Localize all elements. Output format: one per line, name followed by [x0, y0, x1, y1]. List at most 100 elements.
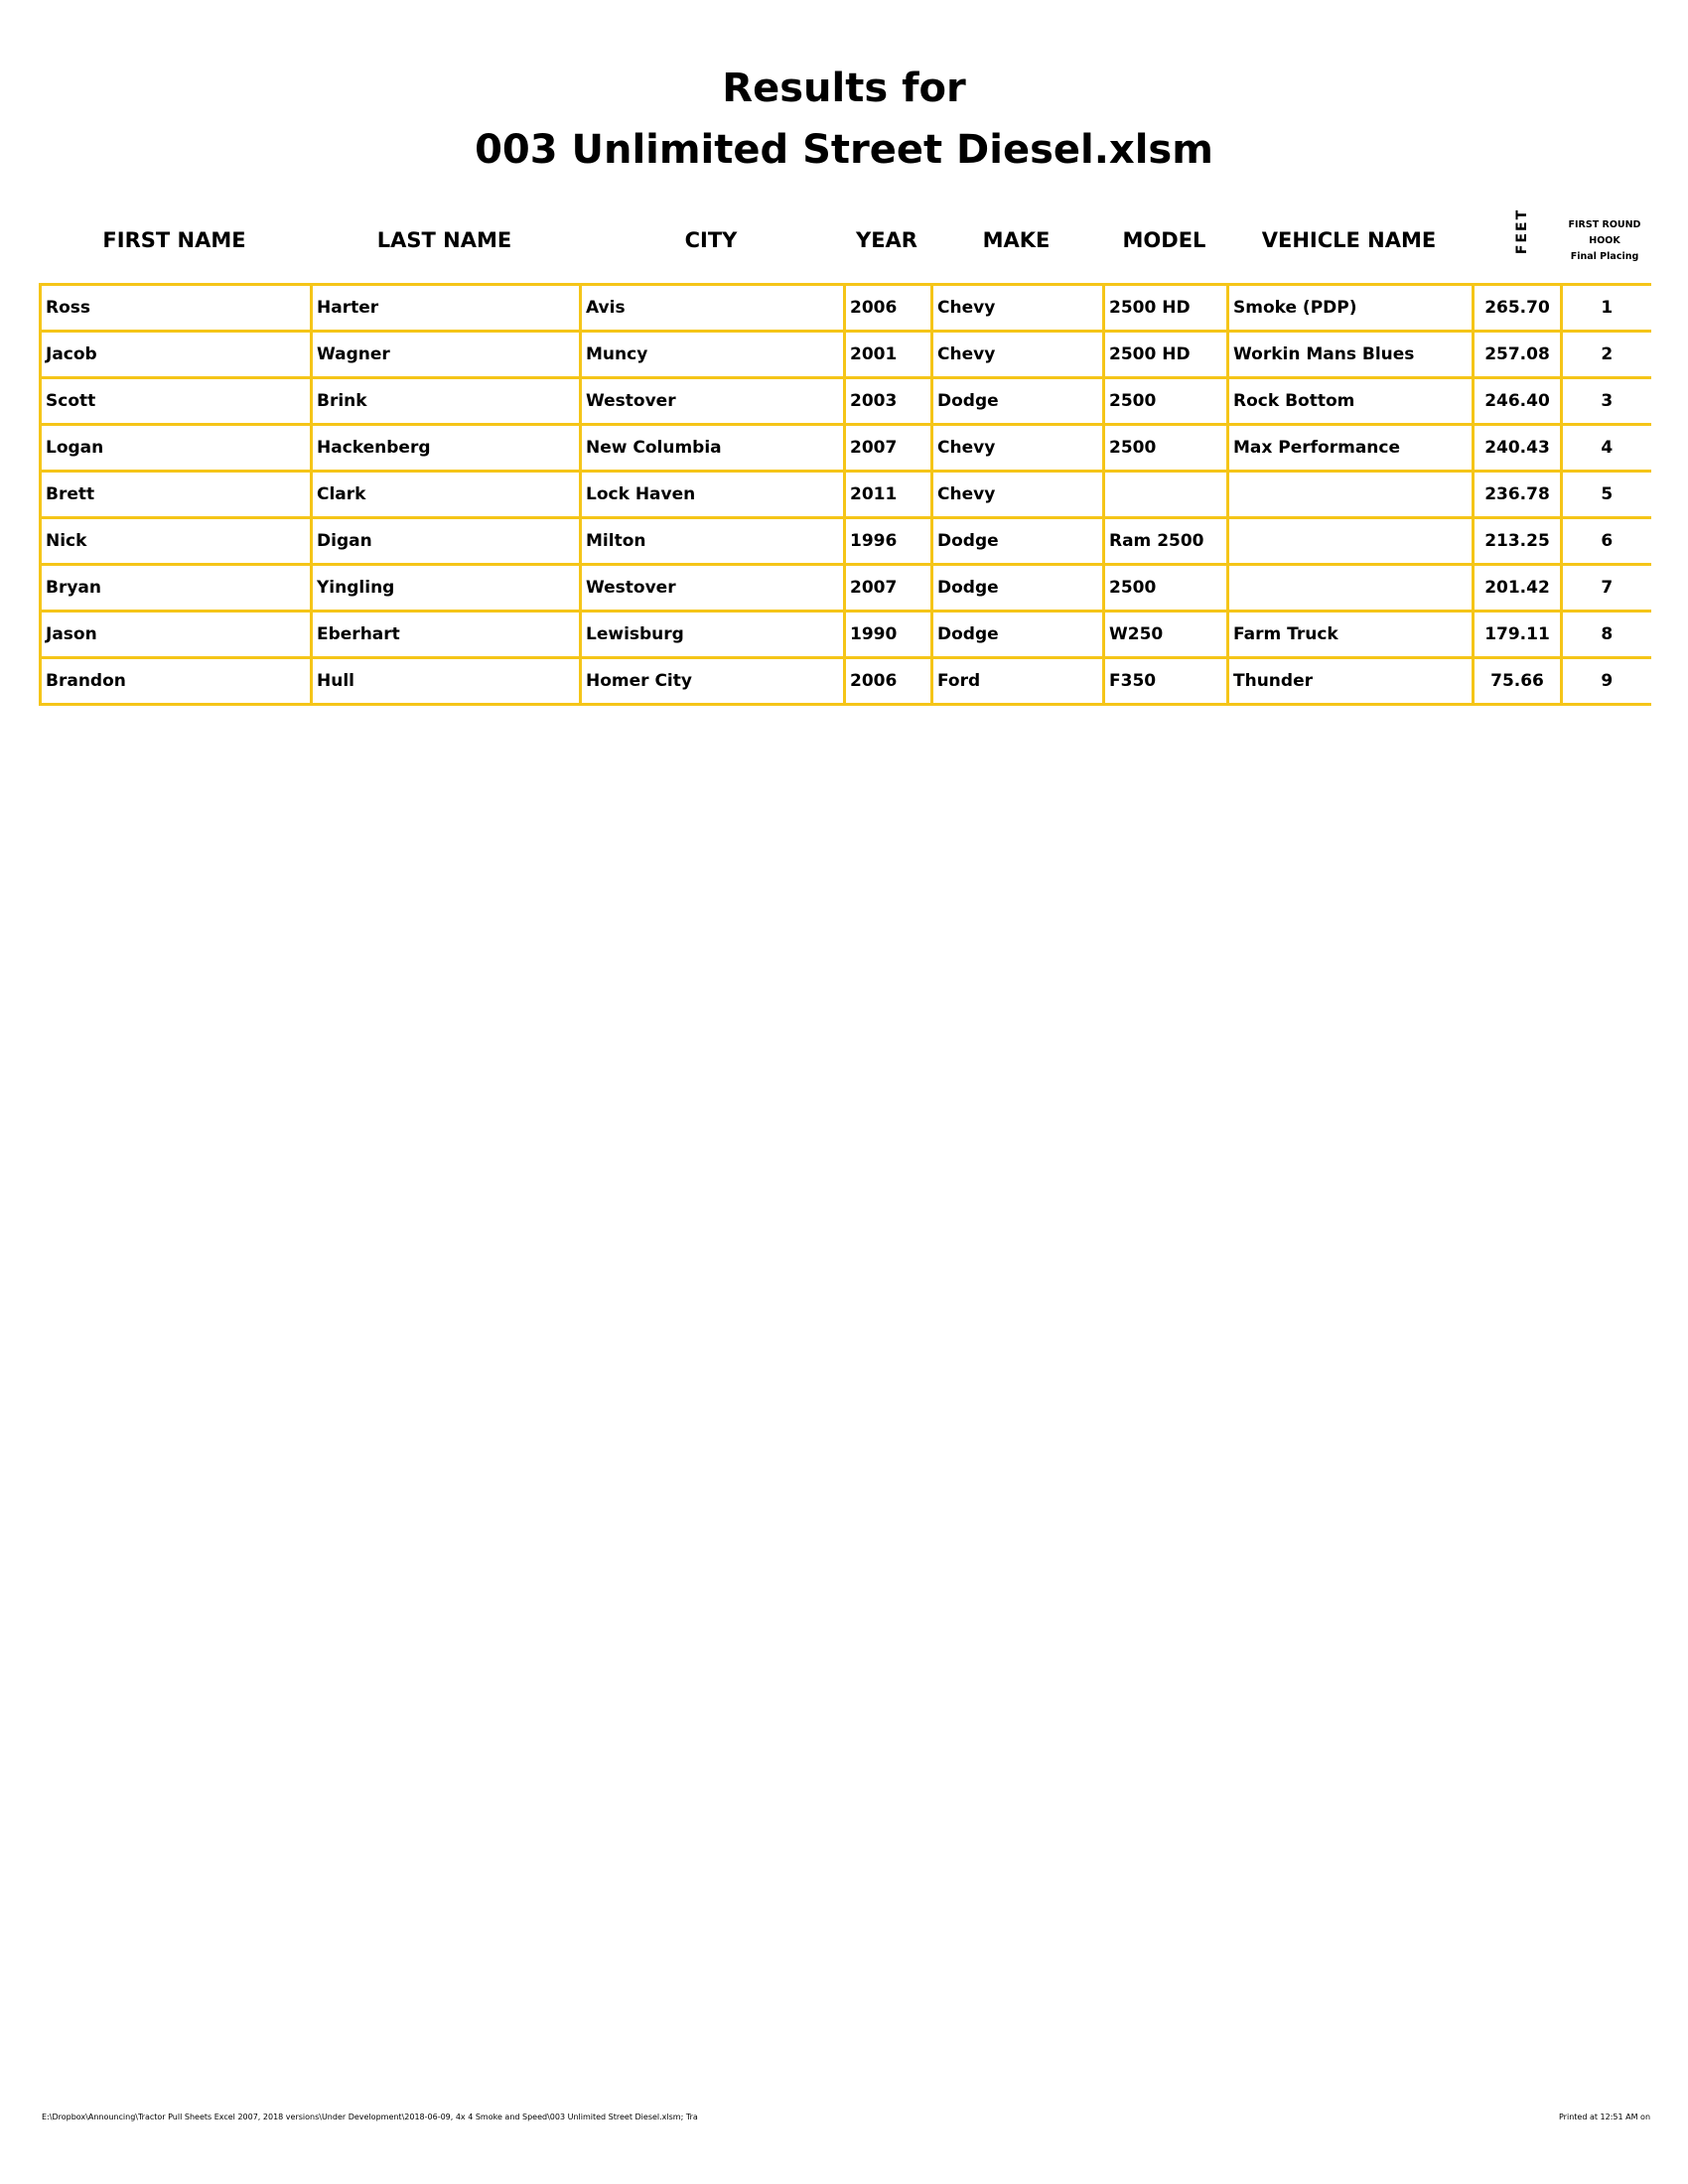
cell-vehicle-name: Smoke (PDP)	[1226, 283, 1475, 333]
cell-first-name: Logan	[39, 423, 313, 473]
cell-vehicle-name	[1226, 470, 1475, 519]
cell-vehicle-name: Workin Mans Blues	[1226, 330, 1475, 379]
cell-city: Avis	[579, 283, 846, 333]
cell-city: Homer City	[579, 656, 846, 706]
cell-make: Chevy	[930, 283, 1105, 333]
cell-make: Chevy	[930, 470, 1105, 519]
table-row: Ross Harter Avis 2006 Chevy 2500 HD Smoke (PDP…	[39, 283, 1651, 333]
table-row: Jason Eberhart Lewisburg 1990 Dodge W250 Farm …	[39, 610, 1651, 659]
header-hook: FIRST ROUND HOOK Final Placing	[1560, 217, 1649, 265]
cell-last-name: Harter	[310, 283, 582, 333]
cell-model: 2500 HD	[1102, 330, 1229, 379]
cell-city: Westover	[579, 376, 846, 426]
cell-year: 2006	[843, 656, 933, 706]
cell-last-name: Hackenberg	[310, 423, 582, 473]
cell-placing: 7	[1560, 563, 1651, 613]
cell-year: 2011	[843, 470, 933, 519]
cell-last-name: Digan	[310, 516, 582, 566]
cell-make: Dodge	[930, 376, 1105, 426]
footer-printed: Printed at 12:51 AM on	[1559, 2113, 1651, 2121]
cell-vehicle-name: Rock Bottom	[1226, 376, 1475, 426]
cell-placing: 3	[1560, 376, 1651, 426]
cell-feet: 246.40	[1472, 376, 1563, 426]
cell-first-name: Brandon	[39, 656, 313, 706]
cell-last-name: Yingling	[310, 563, 582, 613]
table-row: Jacob Wagner Muncy 2001 Chevy 2500 HD Workin M…	[39, 330, 1651, 379]
cell-feet: 240.43	[1472, 423, 1563, 473]
cell-make: Chevy	[930, 330, 1105, 379]
cell-model: 2500	[1102, 563, 1229, 613]
cell-model	[1102, 470, 1229, 519]
table-row: Logan Hackenberg New Columbia 2007 Chevy 2500…	[39, 423, 1651, 473]
cell-feet: 213.25	[1472, 516, 1563, 566]
cell-city: Westover	[579, 563, 846, 613]
cell-placing: 6	[1560, 516, 1651, 566]
cell-feet: 257.08	[1472, 330, 1563, 379]
header-feet: FEET	[1514, 207, 1530, 255]
cell-city: Muncy	[579, 330, 846, 379]
header-year: YEAR	[856, 228, 917, 252]
cell-first-name: Brett	[39, 470, 313, 519]
cell-first-name: Jason	[39, 610, 313, 659]
cell-last-name: Brink	[310, 376, 582, 426]
table-row: Bryan Yingling Westover 2007 Dodge 2500 201.42…	[39, 563, 1651, 613]
cell-first-name: Scott	[39, 376, 313, 426]
table-row: Scott Brink Westover 2003 Dodge 2500 Rock Bott…	[39, 376, 1651, 426]
cell-last-name: Clark	[310, 470, 582, 519]
cell-model: F350	[1102, 656, 1229, 706]
title-line1: Results for	[722, 66, 966, 111]
cell-model: 2500	[1102, 376, 1229, 426]
cell-first-name: Jacob	[39, 330, 313, 379]
results-table: Ross Harter Avis 2006 Chevy 2500 HD Smoke (PDP…	[39, 283, 1651, 706]
hook-line3: Final Placing	[1570, 251, 1639, 262]
cell-placing: 1	[1560, 283, 1651, 333]
cell-vehicle-name: Thunder	[1226, 656, 1475, 706]
header-last-name: LAST NAME	[376, 228, 512, 252]
cell-year: 2007	[843, 563, 933, 613]
cell-year: 1996	[843, 516, 933, 566]
cell-placing: 2	[1560, 330, 1651, 379]
cell-feet: 75.66	[1472, 656, 1563, 706]
cell-feet: 265.70	[1472, 283, 1563, 333]
cell-year: 1990	[843, 610, 933, 659]
cell-year: 2003	[843, 376, 933, 426]
cell-model: Ram 2500	[1102, 516, 1229, 566]
cell-make: Dodge	[930, 610, 1105, 659]
cell-make: Ford	[930, 656, 1105, 706]
cell-first-name: Bryan	[39, 563, 313, 613]
cell-vehicle-name	[1226, 563, 1475, 613]
cell-placing: 5	[1560, 470, 1651, 519]
cell-city: Lewisburg	[579, 610, 846, 659]
footer-file-path: E:\Dropbox\Announcing\Tractor Pull Sheet…	[42, 2113, 698, 2121]
header-model: MODEL	[1122, 228, 1206, 252]
header-make: MAKE	[982, 228, 1051, 252]
cell-feet: 236.78	[1472, 470, 1563, 519]
cell-first-name: Nick	[39, 516, 313, 566]
cell-city: Lock Haven	[579, 470, 846, 519]
cell-make: Dodge	[930, 516, 1105, 566]
cell-vehicle-name: Max Performance	[1226, 423, 1475, 473]
table-row: Brandon Hull Homer City 2006 Ford F350 Thunder…	[39, 656, 1651, 706]
cell-placing: 9	[1560, 656, 1651, 706]
cell-feet: 201.42	[1472, 563, 1563, 613]
header-vehicle-name: VEHICLE NAME	[1261, 228, 1437, 252]
cell-placing: 8	[1560, 610, 1651, 659]
cell-model: 2500	[1102, 423, 1229, 473]
cell-model: W250	[1102, 610, 1229, 659]
hook-line2: HOOK	[1589, 235, 1620, 246]
cell-year: 2007	[843, 423, 933, 473]
header-city: CITY	[684, 228, 738, 252]
cell-city: Milton	[579, 516, 846, 566]
cell-vehicle-name	[1226, 516, 1475, 566]
cell-placing: 4	[1560, 423, 1651, 473]
cell-vehicle-name: Farm Truck	[1226, 610, 1475, 659]
table-row: Nick Digan Milton 1996 Dodge Ram 2500 213.25 6	[39, 516, 1651, 566]
cell-last-name: Hull	[310, 656, 582, 706]
cell-first-name: Ross	[39, 283, 313, 333]
cell-year: 2006	[843, 283, 933, 333]
cell-make: Chevy	[930, 423, 1105, 473]
cell-feet: 179.11	[1472, 610, 1563, 659]
cell-last-name: Eberhart	[310, 610, 582, 659]
cell-make: Dodge	[930, 563, 1105, 613]
